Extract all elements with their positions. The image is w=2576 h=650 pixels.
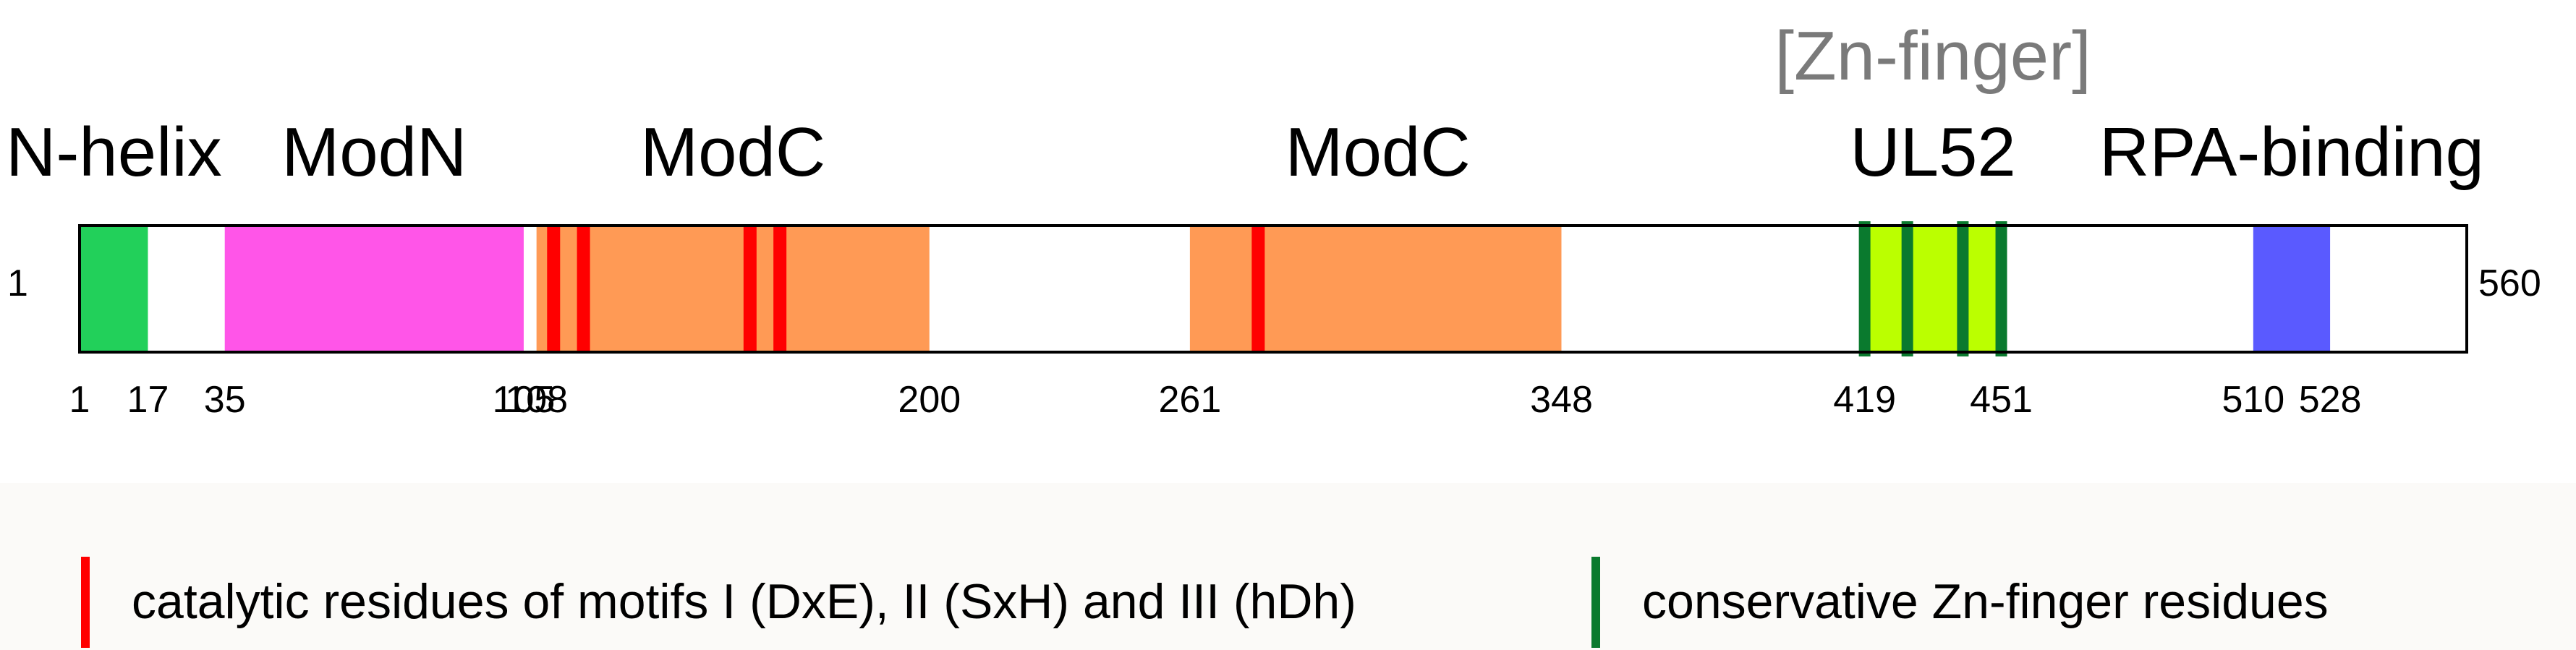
zn-finger-marker-2 [1901, 221, 1913, 356]
label-n-helix: N-helix [6, 114, 222, 191]
tick-label-261: 261 [1158, 379, 1222, 421]
zn-finger-marker-4 [1995, 221, 2007, 356]
catalytic-marker-2 [577, 226, 590, 352]
end-label: 560 [2478, 262, 2541, 304]
label-modn: ModN [281, 114, 467, 191]
start-label: 1 [7, 262, 28, 304]
tick-label-108: 108 [505, 379, 569, 421]
segment-rpa-binding [2253, 226, 2331, 352]
red-bar-swatch-icon [81, 557, 90, 648]
legend-text-catalytic: catalytic residues of motifs I (DxE), II… [132, 574, 1356, 629]
tick-label-35: 35 [203, 379, 246, 421]
tick-label-1: 1 [69, 379, 90, 421]
catalytic-marker-3 [743, 226, 757, 352]
tick-label-419: 419 [1833, 379, 1897, 421]
label-modc-2: ModC [1285, 114, 1471, 191]
label-modc-1: ModC [640, 114, 826, 191]
segment-modc-1 [536, 226, 930, 352]
catalytic-marker-1 [547, 226, 561, 352]
segment-ul52 [1864, 226, 2002, 352]
tick-label-528: 528 [2298, 379, 2362, 421]
tick-label-348: 348 [1530, 379, 1593, 421]
segment-modc-2 [1189, 226, 1562, 352]
label-ul52: UL52 [1850, 114, 2016, 191]
label-rpa-binding: RPA-binding [2099, 114, 2484, 191]
tick-label-105: 105 [492, 379, 556, 421]
zn-finger-marker-1 [1858, 221, 1871, 356]
segment-n-helix [80, 226, 148, 352]
zn-finger-marker-3 [1957, 221, 1969, 356]
legend: catalytic residues of motifs I (DxE), II… [0, 483, 2576, 650]
tick-label-17: 17 [127, 379, 169, 421]
catalytic-marker-4 [773, 226, 787, 352]
label-zn-finger: [Zn-finger] [1774, 17, 2091, 95]
tick-label-451: 451 [1970, 379, 2033, 421]
legend-text-zn-finger: conservative Zn-finger residues [1642, 574, 2329, 629]
protein-bar-outline [78, 224, 2468, 354]
tick-label-200: 200 [898, 379, 961, 421]
green-bar-swatch-icon [1591, 557, 1600, 648]
catalytic-marker-5 [1251, 226, 1265, 352]
segment-modn [224, 226, 524, 352]
tick-label-510: 510 [2222, 379, 2285, 421]
